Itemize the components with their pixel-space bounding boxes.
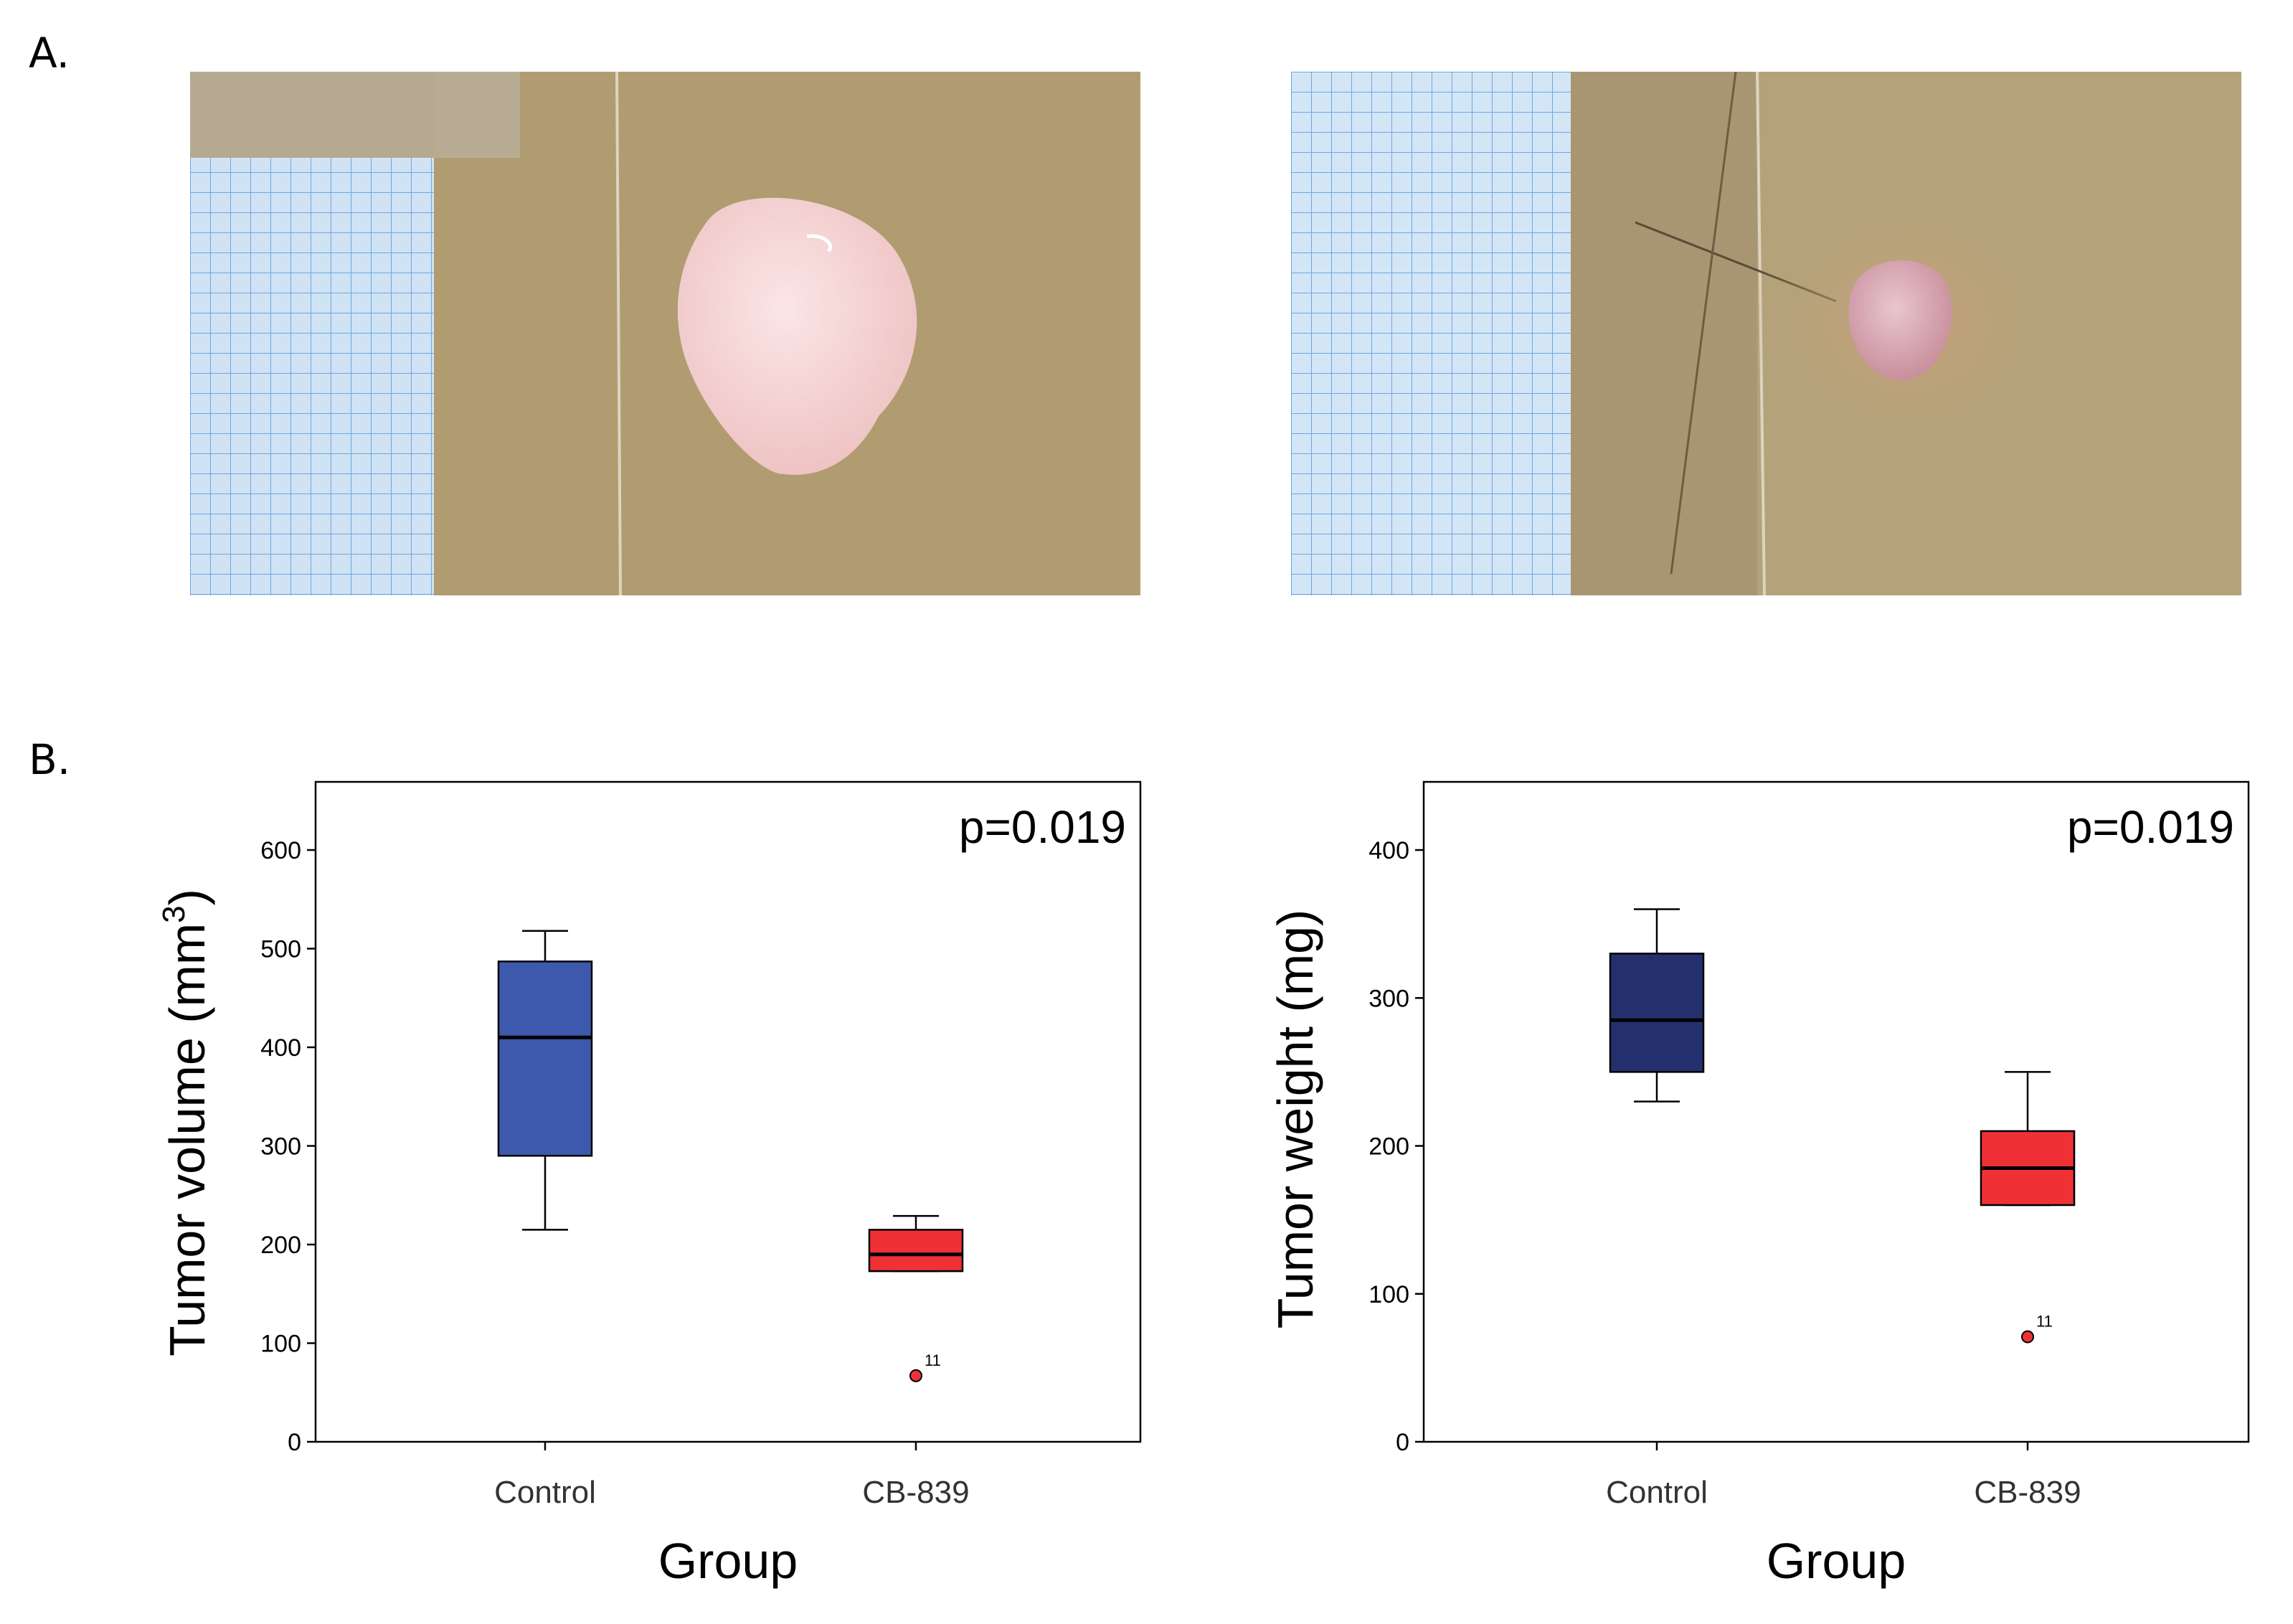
y-tick-label: 400	[1368, 837, 1409, 864]
y-tick-label: 500	[260, 936, 301, 963]
y-tick-label: 300	[260, 1133, 301, 1161]
p-value-annotation: p=0.019	[959, 801, 1126, 853]
tumor-volume-boxplot: 0 100 200 300 400 500 600 Control CB-839 11 p=0.01…	[156, 780, 1142, 1589]
outlier-point	[909, 1369, 922, 1382]
y-tick-label: 300	[1368, 985, 1409, 1012]
y-tick-label: 0	[288, 1429, 301, 1456]
x-tick-label: CB-839	[862, 1475, 969, 1510]
cb839-tumor-photo	[1291, 72, 2241, 595]
y-tick-label: 600	[260, 837, 301, 864]
y-tick-label: 200	[260, 1232, 301, 1259]
y-tick-label: 100	[260, 1331, 301, 1358]
box-control	[497, 960, 593, 1157]
y-axis-label: Tumor weight (mg)	[1267, 910, 1323, 1329]
outlier-label: 11	[925, 1351, 941, 1369]
y-axis-label: Tumor volume (mm3)	[156, 889, 215, 1356]
control-tumor-photo	[190, 72, 1140, 595]
box-cb-839	[868, 1229, 964, 1273]
x-axis-label: Group	[1767, 1533, 1906, 1589]
x-tick-label: CB-839	[1974, 1475, 2081, 1510]
y-tick-label: 0	[1396, 1429, 1409, 1456]
outlier-point	[2021, 1330, 2034, 1344]
y-tick-label: 200	[1368, 1133, 1409, 1161]
cb839-tumor-photo-drawing	[1291, 72, 2241, 595]
p-value-annotation: p=0.019	[2067, 801, 2234, 853]
control-tumor-photo-drawing	[190, 72, 1140, 595]
x-tick-label: Control	[494, 1475, 596, 1510]
outlier-label: 11	[2036, 1313, 2053, 1331]
x-tick-label: Control	[1606, 1475, 1708, 1510]
panel-label-a: A.	[29, 29, 70, 77]
y-tick-label: 100	[1368, 1281, 1409, 1308]
plot-frame	[314, 780, 1142, 1443]
box-control	[1609, 953, 1705, 1073]
panel-label-b: B.	[29, 735, 71, 784]
y-tick-label: 400	[260, 1034, 301, 1062]
plot-frame	[1422, 780, 2250, 1443]
x-axis-label: Group	[658, 1533, 798, 1589]
